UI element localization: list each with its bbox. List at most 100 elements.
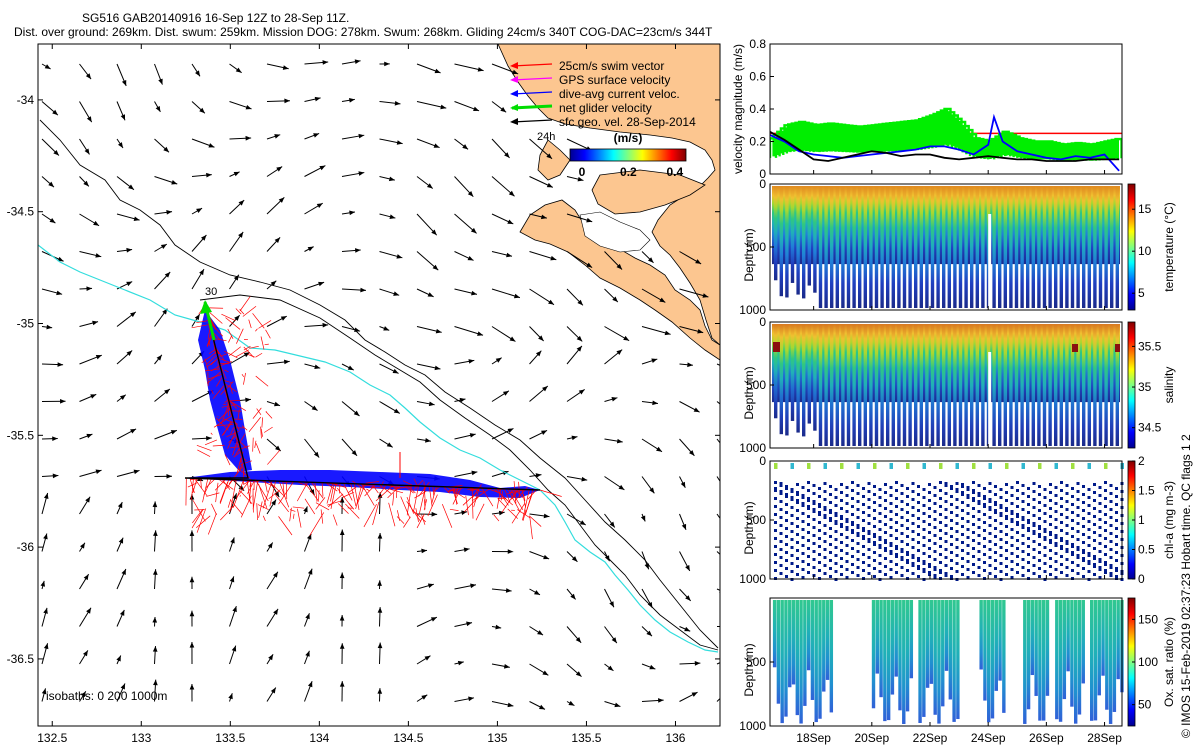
- chl-sample: [873, 493, 876, 496]
- chl-sample: [994, 575, 997, 578]
- profile-cast: [869, 186, 872, 308]
- chl-sample: [884, 507, 887, 510]
- chl-sample: [939, 545, 942, 548]
- chl-sample: [802, 568, 805, 571]
- ox-profile-cast: [945, 600, 948, 671]
- ox-profile-cast: [1090, 600, 1093, 721]
- chl-sample: [1104, 529, 1107, 532]
- chl-sample: [939, 513, 942, 516]
- chl-sample: [857, 524, 860, 527]
- chl-sample: [1066, 500, 1069, 503]
- chl-sample: [917, 575, 920, 578]
- chl-sample: [1066, 516, 1069, 519]
- map-xtick-label: 134: [309, 731, 329, 745]
- chl-sample: [1022, 500, 1025, 503]
- chl-sample: [939, 537, 942, 540]
- chl-sample: [1099, 518, 1102, 521]
- chl-sample: [879, 512, 882, 515]
- chl-sample: [983, 569, 986, 572]
- chl-sample: [774, 553, 777, 556]
- chl-sample: [956, 514, 959, 517]
- title-line-1: SG516 GAB20140916 16-Sep 12Z to 28-Sep 1…: [82, 11, 349, 25]
- colorbar-tick-label: 10: [1138, 244, 1152, 258]
- chl-sample: [1077, 506, 1080, 509]
- chl-sample: [1077, 498, 1080, 501]
- chl-sample: [884, 547, 887, 550]
- profile-cast: [791, 186, 794, 283]
- chl-sample: [862, 545, 865, 548]
- chl-sample: [950, 535, 953, 538]
- profile-cast: [774, 186, 777, 280]
- chl-sample: [835, 546, 838, 549]
- profile-cast: [925, 186, 928, 308]
- profile-cast: [903, 186, 906, 308]
- chl-sample: [1000, 562, 1003, 565]
- chl-sample: [824, 564, 827, 567]
- chl-sample: [906, 511, 909, 514]
- chl-sample: [1110, 572, 1113, 575]
- depth-ylabel: Depth (m): [742, 501, 756, 554]
- profile-cast: [1060, 186, 1063, 308]
- chl-sample: [1060, 571, 1063, 574]
- profile-cast: [931, 186, 934, 308]
- chl-sample: [994, 485, 997, 488]
- ox-profile-cast: [979, 600, 982, 669]
- profile-cast: [1037, 324, 1040, 446]
- chl-sample: [857, 550, 860, 553]
- chl-sample: [1000, 538, 1003, 541]
- map-ytick-label: -36: [17, 540, 35, 554]
- chl-sample: [857, 574, 860, 577]
- profile-cast: [780, 186, 783, 296]
- chl-sample: [939, 561, 942, 564]
- colorbar-tick-label: 5: [1138, 286, 1145, 300]
- chl-sample: [774, 513, 777, 516]
- chl-sample: [956, 498, 959, 501]
- section-colorbar: [1128, 322, 1135, 448]
- chl-sample: [840, 483, 843, 486]
- chl-sample: [791, 538, 794, 541]
- colorbar-tick-label: 0: [1138, 572, 1145, 586]
- chl-sample: [829, 535, 832, 538]
- chl-sample: [824, 540, 827, 543]
- chl-sample: [1066, 524, 1069, 527]
- chl-sample: [1055, 494, 1058, 497]
- ox-profile-cast: [807, 600, 810, 670]
- map-xtick-label: 134.5: [393, 731, 423, 745]
- chl-sample: [796, 557, 799, 560]
- chl-sample: [1099, 566, 1102, 569]
- profile-cast: [836, 186, 839, 308]
- chl-sample: [774, 487, 777, 490]
- chl-sample: [1011, 560, 1014, 563]
- chl-sample: [1099, 542, 1102, 545]
- chl-sample: [824, 506, 827, 509]
- chl-sample: [879, 554, 882, 557]
- chl-sample: [1049, 499, 1052, 502]
- chl-sample: [868, 482, 871, 485]
- chl-sample: [824, 556, 827, 559]
- chl-sample: [972, 563, 975, 566]
- chl-sample: [895, 537, 898, 540]
- chl-sample: [879, 570, 882, 573]
- chl-sample: [1033, 556, 1036, 559]
- chl-sample: [989, 532, 992, 535]
- chl-sample: [873, 541, 876, 544]
- chl-sample: [1082, 557, 1085, 560]
- chl-sample: [950, 559, 953, 562]
- chl-sample: [945, 540, 948, 543]
- colorbar-tick-label: 2: [1138, 454, 1145, 468]
- chl-sample: [1110, 524, 1113, 527]
- ox-profile-cast: [1034, 600, 1037, 696]
- ox-profile-cast: [1101, 600, 1104, 676]
- chl-sample: [796, 549, 799, 552]
- profile-cast: [998, 186, 1001, 308]
- colorbar-tick-label: 100: [1138, 655, 1158, 669]
- chl-sample: [802, 552, 805, 555]
- chl-sample: [1005, 525, 1008, 528]
- chl-sample: [1011, 544, 1014, 547]
- chl-sample: [1077, 546, 1080, 549]
- chl-sample: [1110, 516, 1113, 519]
- chl-sample: [890, 568, 893, 571]
- chl-sample: [1110, 556, 1113, 559]
- chl-sample: [1110, 540, 1113, 543]
- data-gap: [988, 214, 991, 309]
